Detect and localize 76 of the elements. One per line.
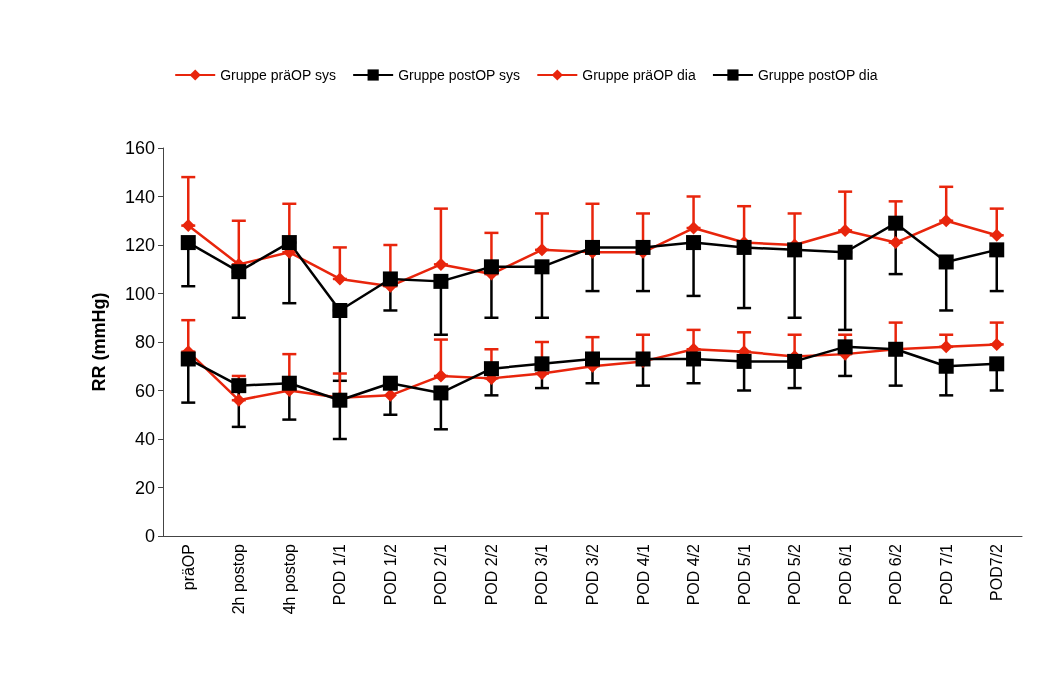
x-tick-label: POD 3/2 bbox=[584, 543, 601, 606]
y-tick-label: 40 bbox=[134, 429, 155, 449]
point bbox=[534, 259, 550, 275]
y-tick-label: 160 bbox=[124, 138, 155, 158]
legend-label: Gruppe präOP sys bbox=[220, 67, 336, 83]
point bbox=[736, 353, 752, 369]
x-tick-label: POD 4/1 bbox=[634, 543, 652, 606]
y-tick-label: 80 bbox=[134, 332, 155, 352]
point bbox=[534, 356, 550, 372]
point bbox=[483, 361, 499, 377]
x-tick-label: POD 3/1 bbox=[533, 543, 551, 606]
point bbox=[938, 358, 954, 374]
point bbox=[232, 393, 246, 407]
x-tick-label: POD 1/1 bbox=[331, 543, 349, 606]
point bbox=[837, 339, 853, 355]
point bbox=[231, 378, 247, 394]
point bbox=[434, 369, 448, 383]
point bbox=[990, 228, 1004, 242]
point bbox=[281, 375, 297, 391]
point bbox=[181, 219, 195, 233]
point bbox=[433, 273, 449, 289]
x-tick-label: POD 2/2 bbox=[482, 543, 500, 606]
point bbox=[382, 271, 398, 287]
point bbox=[686, 351, 702, 367]
point bbox=[736, 239, 752, 255]
y-axis-title: RR (mmHg) bbox=[89, 292, 109, 392]
x-tick-label: POD 1/2 bbox=[381, 543, 399, 606]
point bbox=[888, 215, 904, 231]
x-tick-label: POD 5/2 bbox=[786, 543, 804, 606]
point bbox=[382, 375, 398, 391]
y-tick-label: 120 bbox=[124, 235, 155, 255]
point bbox=[433, 385, 449, 401]
x-tick-label: POD7/2 bbox=[988, 543, 1006, 601]
point bbox=[787, 353, 803, 369]
point bbox=[535, 243, 549, 257]
point bbox=[180, 351, 196, 367]
y-tick-label: 20 bbox=[134, 477, 155, 498]
point bbox=[635, 239, 651, 255]
point bbox=[180, 235, 196, 251]
point bbox=[281, 235, 297, 251]
point bbox=[333, 272, 347, 286]
x-tick-label: präOP bbox=[179, 544, 197, 591]
x-tick-label: POD 5/1 bbox=[735, 543, 753, 606]
x-tick-label: POD 4/2 bbox=[685, 543, 703, 606]
legend-label: Gruppe postOP dia bbox=[757, 67, 878, 83]
x-tick-label: POD 6/2 bbox=[887, 543, 905, 606]
point bbox=[837, 244, 853, 260]
x-tick-label: 2h postop bbox=[230, 543, 248, 615]
point bbox=[332, 302, 348, 318]
point bbox=[989, 356, 1005, 372]
point bbox=[231, 264, 247, 280]
point bbox=[687, 221, 701, 235]
point bbox=[939, 214, 953, 228]
y-tick-label: 140 bbox=[124, 186, 155, 207]
point bbox=[483, 259, 499, 275]
point bbox=[585, 239, 600, 255]
point bbox=[990, 337, 1004, 351]
y-tick-label: 60 bbox=[134, 380, 155, 401]
y-tick-label: 100 bbox=[124, 283, 155, 304]
point bbox=[585, 351, 600, 367]
x-tick-label: 4h postop bbox=[280, 543, 298, 615]
point bbox=[838, 223, 852, 237]
point bbox=[939, 340, 953, 354]
point bbox=[787, 242, 803, 258]
legend-label: Gruppe postOP sys bbox=[398, 67, 521, 83]
x-tick-label: POD 2/1 bbox=[432, 543, 450, 606]
point bbox=[989, 242, 1005, 258]
x-tick-label: POD 7/1 bbox=[937, 543, 955, 606]
point bbox=[889, 236, 903, 250]
legend-label: Gruppe präOP dia bbox=[582, 67, 696, 83]
point bbox=[686, 235, 702, 251]
point bbox=[383, 388, 397, 402]
x-tick-label: POD 6/1 bbox=[836, 543, 854, 606]
point bbox=[434, 257, 448, 271]
y-tick-label: 0 bbox=[144, 526, 155, 546]
point bbox=[938, 254, 954, 270]
